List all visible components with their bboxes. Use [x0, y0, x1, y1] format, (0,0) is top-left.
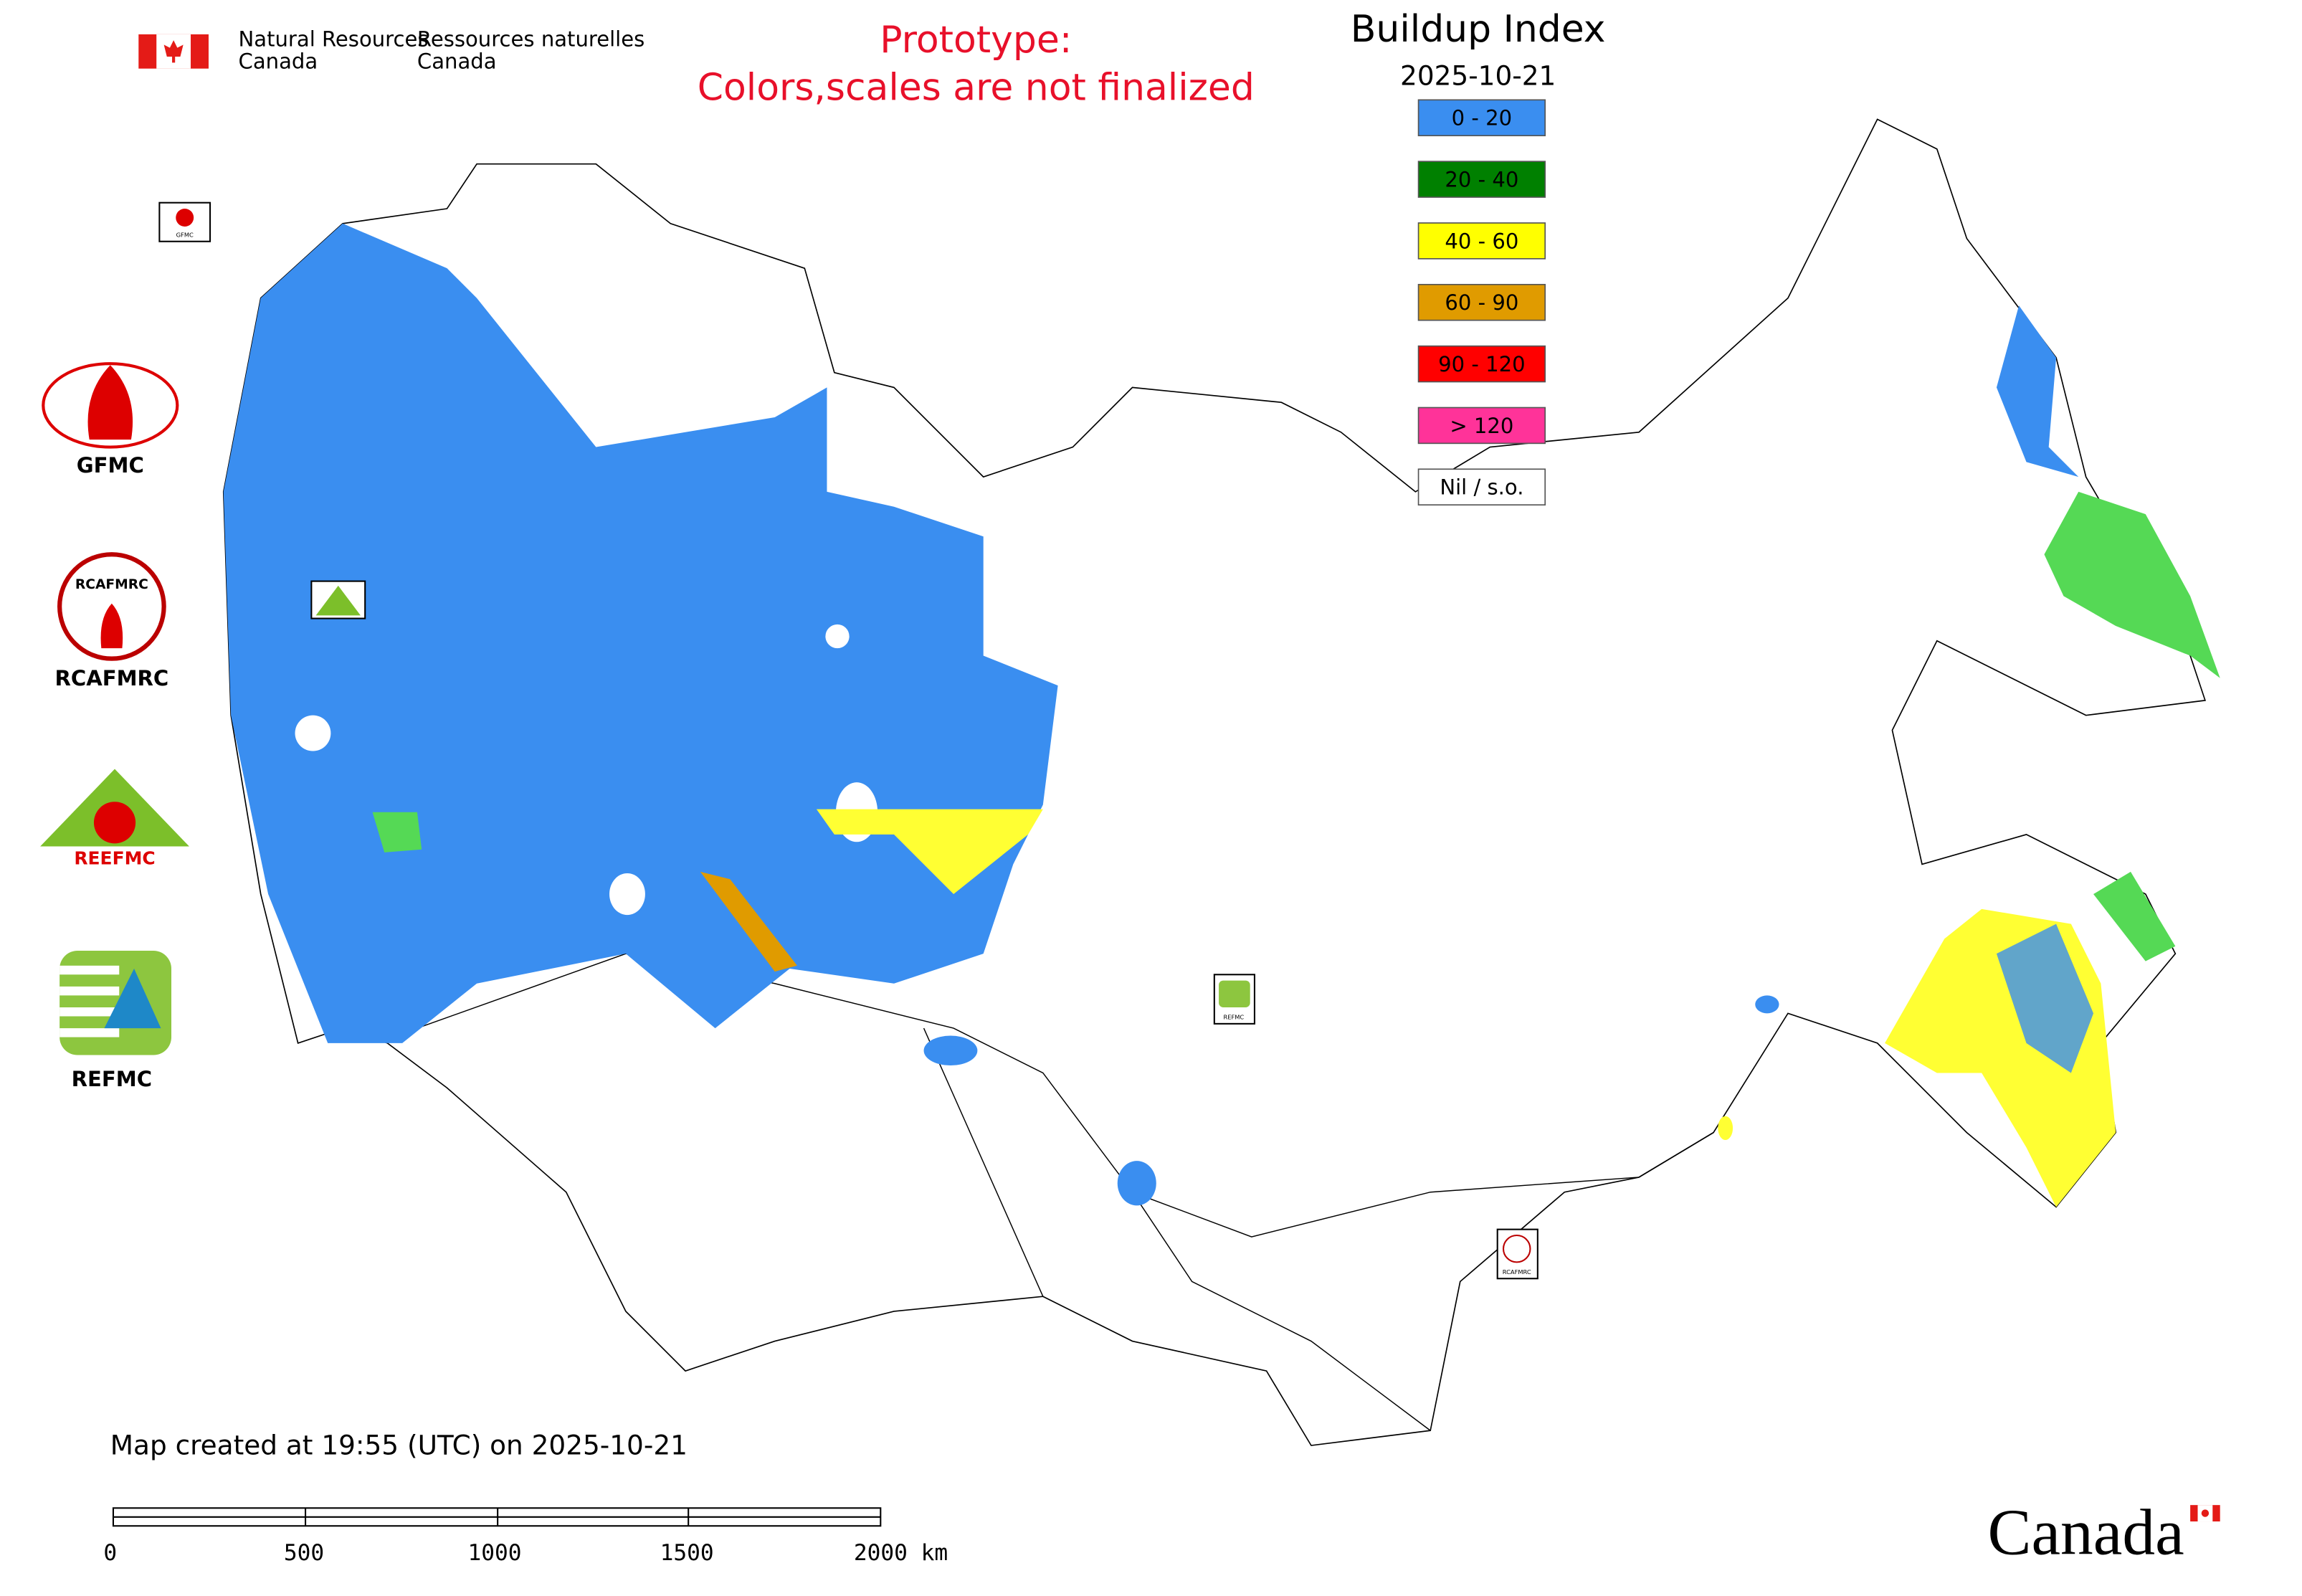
logo-label: GFMC — [77, 453, 144, 478]
logo-label: RCAFMRC — [54, 666, 168, 690]
creation-note: Map created at 19:55 (UTC) on 2025-10-21 — [110, 1429, 688, 1460]
center-marker: RCAFMRC — [1496, 1228, 1538, 1280]
scale-label: 500 — [284, 1540, 324, 1566]
map-title: Buildup Index — [1351, 8, 1606, 51]
index-region-low — [1996, 923, 2094, 1073]
logo-label: REFMC — [72, 1067, 152, 1091]
legend-label: 0 - 20 — [1452, 106, 1512, 130]
index-region-high — [700, 871, 797, 972]
legend: 0 - 20 20 - 40 40 - 60 60 - 90 90 - 120 > 120… — [1417, 99, 1546, 506]
prototype-notice: Prototype: — [880, 19, 1072, 62]
index-region-low — [1117, 1161, 1156, 1206]
legend-label: > 120 — [1450, 414, 1513, 438]
marker-label: GFMC — [176, 232, 194, 239]
department-fr: Canada — [417, 49, 497, 74]
prototype-notice: Colors,scales are not finalized — [698, 66, 1255, 109]
wordmark-flag — [2190, 1505, 2220, 1522]
index-region-mid — [2044, 491, 2220, 678]
scale-label: 2000 km — [854, 1540, 948, 1566]
legend-label: 90 - 120 — [1438, 352, 1525, 376]
scale-bar — [112, 1507, 882, 1527]
marker-label: REFMC — [1223, 1014, 1244, 1021]
marker-label: RCAFMRC — [1503, 1268, 1531, 1276]
scale-label: 1500 — [660, 1540, 714, 1566]
department-fr: Ressources naturelles — [417, 27, 645, 51]
center-marker — [310, 580, 366, 619]
legend-label: 20 - 40 — [1445, 167, 1518, 191]
no-data-gap — [609, 873, 645, 916]
no-data-gap — [825, 624, 850, 649]
legend-label: 40 - 60 — [1445, 229, 1518, 253]
index-region-mid — [1718, 1116, 1733, 1140]
canada-flag — [138, 34, 209, 69]
index-region-mid — [816, 809, 1043, 895]
no-data-gap — [295, 715, 331, 751]
legend-swatch — [1417, 161, 1546, 198]
department-en: Canada — [239, 49, 318, 74]
scale-label: 1000 — [467, 1540, 521, 1566]
legend-label: 60 - 90 — [1445, 290, 1518, 315]
gfmc-logo — [42, 362, 179, 449]
index-region-mid — [2093, 871, 2176, 961]
logo-text: RCAFMRC — [75, 577, 148, 592]
map-date: 2025-10-21 — [1400, 60, 1556, 92]
rcafmrc-logo: RCAFMRC — [57, 552, 166, 661]
legend-swatch — [1417, 99, 1546, 137]
reefmc-logo: REEFMC — [40, 769, 189, 868]
center-marker: REFMC — [1213, 974, 1255, 1025]
logo-text: REEFMC — [74, 847, 155, 868]
legend-swatch — [1417, 407, 1546, 445]
refmc-logo — [60, 951, 172, 1055]
legend-swatch — [1417, 345, 1546, 383]
index-region-low — [923, 1035, 978, 1066]
index-region-low — [1755, 995, 1779, 1014]
legend-label: Nil / s.o. — [1440, 475, 1523, 500]
legend-swatch — [1417, 222, 1546, 260]
legend-swatch — [1417, 468, 1546, 506]
index-region-low — [1996, 305, 2079, 478]
canada-wordmark: Canada — [1987, 1496, 2184, 1569]
department-en: Natural Resources — [239, 27, 429, 51]
scale-label: 0 — [103, 1540, 117, 1566]
index-region-mid — [372, 812, 422, 852]
legend-swatch — [1417, 283, 1546, 321]
center-marker: GFMC — [158, 201, 211, 242]
